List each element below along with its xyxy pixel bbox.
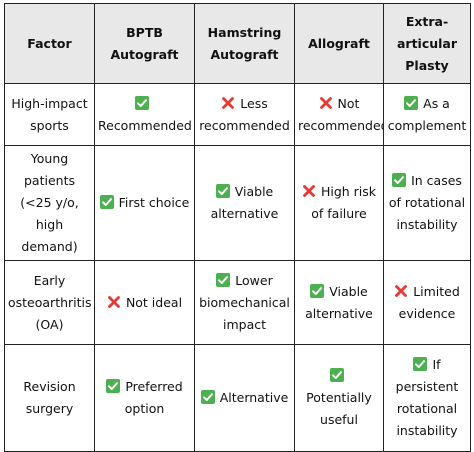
comparison-table: Factor BPTB Autograft Hamstring Autograf… <box>4 3 471 452</box>
cell-text: High risk of failure <box>311 184 377 221</box>
cell-text: Viable alternative <box>305 283 373 321</box>
cell-text: Less recommended <box>199 95 290 133</box>
table-row: Revision surgery Preferred option Alternat… <box>4 344 471 452</box>
bptb-autograft-cell: Not ideal <box>94 260 195 345</box>
cell-text: Viable alternative <box>210 184 279 221</box>
header-row: Factor BPTB Autograft Hamstring Autograf… <box>4 3 471 84</box>
header-extra-articular-plasty: Extra-articular Plasty <box>383 3 471 84</box>
table-row: Early osteoarthritis (OA) Not ideal Lower … <box>4 260 471 345</box>
bptb-autograft-cell: First choice <box>94 145 195 261</box>
bptb-autograft-cell: Recommended <box>94 83 195 146</box>
check-mark-icon <box>200 390 215 404</box>
extra-articular-plasty-cell: If persistent rotational instability <box>383 344 471 452</box>
cell-text: Limited evidence <box>398 283 460 321</box>
check-mark-icon <box>215 184 230 198</box>
cross-mark-icon <box>394 284 408 298</box>
check-mark-icon <box>329 368 344 382</box>
extra-articular-plasty-cell: As a complement <box>383 83 471 146</box>
check-mark-icon <box>310 283 325 298</box>
table-row: High-impact sports Recommended Less recomm… <box>4 83 471 146</box>
extra-articular-plasty-cell: Limited evidence <box>383 260 471 345</box>
header-factor: Factor <box>4 3 95 84</box>
cell-text: First choice <box>118 195 190 210</box>
cross-mark-icon <box>221 96 235 110</box>
hamstring-autograft-cell: Lower biomechanical impact <box>194 260 295 345</box>
check-mark-icon <box>106 379 121 393</box>
cell-text: Recommended <box>98 117 192 133</box>
check-mark-icon <box>392 173 407 187</box>
check-mark-icon <box>413 357 428 371</box>
table-row: Young patients (<25 y/o, high demand) Fir… <box>4 145 471 261</box>
cell-text: If persistent rotational instability <box>395 357 459 438</box>
check-mark-icon <box>404 95 419 110</box>
header-allograft: Allograft <box>294 3 384 84</box>
cell-text: Preferred option <box>124 379 183 416</box>
cell-text: In cases of rotational instability <box>388 173 466 232</box>
cell-text: Not recommended <box>298 95 384 133</box>
cell-text: Not ideal <box>125 294 183 310</box>
factor-cell: Revision surgery <box>4 344 95 452</box>
cell-text: Alternative <box>219 390 289 405</box>
allograft-cell: Potentially useful <box>294 344 384 452</box>
factor-cell: Young patients (<25 y/o, high demand) <box>4 145 95 261</box>
cross-mark-icon <box>302 184 316 198</box>
bptb-autograft-cell: Preferred option <box>94 344 195 452</box>
hamstring-autograft-cell: Viable alternative <box>194 145 295 261</box>
allograft-cell: Not recommended <box>294 83 384 146</box>
cell-text: Potentially useful <box>306 390 372 427</box>
factor-cell: Early osteoarthritis (OA) <box>4 260 95 345</box>
extra-articular-plasty-cell: In cases of rotational instability <box>383 145 471 261</box>
cell-text: As a complement <box>387 95 467 133</box>
factor-cell: High-impact sports <box>4 83 95 146</box>
hamstring-autograft-cell: Alternative <box>194 344 295 452</box>
cross-mark-icon <box>319 96 333 110</box>
check-mark-icon <box>135 95 149 110</box>
allograft-cell: Viable alternative <box>294 260 384 345</box>
header-bptb-autograft: BPTB Autograft <box>94 3 195 84</box>
cross-mark-icon <box>107 295 121 309</box>
header-hamstring-autograft: Hamstring Autograft <box>194 3 295 84</box>
check-mark-icon <box>99 195 114 209</box>
hamstring-autograft-cell: Less recommended <box>194 83 295 146</box>
allograft-cell: High risk of failure <box>294 145 384 261</box>
cell-text: Lower biomechanical impact <box>199 272 290 332</box>
check-mark-icon <box>216 272 231 287</box>
